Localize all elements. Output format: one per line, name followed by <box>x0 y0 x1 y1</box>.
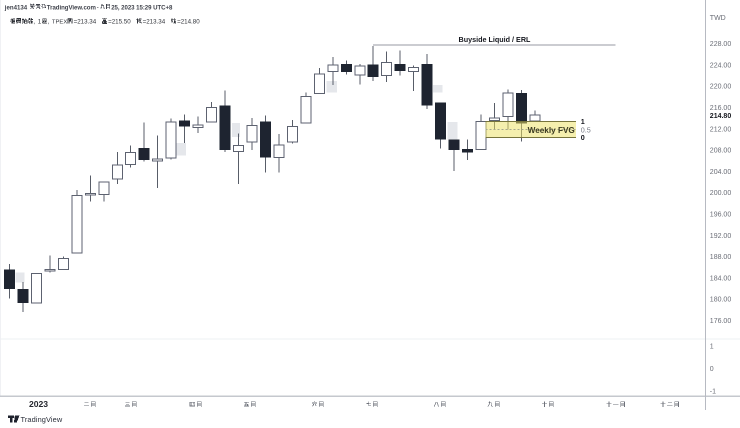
svg-text:220.00: 220.00 <box>710 84 732 91</box>
svg-text:0: 0 <box>710 366 714 373</box>
svg-text:192.00: 192.00 <box>710 233 732 240</box>
svg-text:1: 1 <box>710 344 714 351</box>
svg-text:25, 2023 15:29 UTC+8: 25, 2023 15:29 UTC+8 <box>111 5 173 12</box>
svg-text:=215.50: =215.50 <box>108 19 131 26</box>
svg-text:TPEX: TPEX <box>52 20 67 26</box>
svg-text:216.00: 216.00 <box>710 105 732 112</box>
svg-text:1: 1 <box>581 117 585 126</box>
svg-text:=213.34: =213.34 <box>74 19 97 26</box>
svg-text:0.5: 0.5 <box>581 125 591 134</box>
svg-text:224.00: 224.00 <box>710 62 732 69</box>
svg-text:200.00: 200.00 <box>710 190 732 197</box>
svg-text:176.00: 176.00 <box>710 318 732 325</box>
svg-text:Weekly FVG: Weekly FVG <box>528 126 575 135</box>
svg-text:228.00: 228.00 <box>710 41 732 48</box>
svg-text:180.00: 180.00 <box>710 297 732 304</box>
svg-text:TradingView.com: TradingView.com <box>47 5 97 12</box>
svg-text:208.00: 208.00 <box>710 148 732 155</box>
svg-text:,: , <box>48 19 50 26</box>
svg-text:214.80: 214.80 <box>710 113 732 120</box>
svg-text:jen4134: jen4134 <box>4 5 28 12</box>
svg-text:·: · <box>97 4 99 11</box>
svg-text:=214.80: =214.80 <box>177 19 200 26</box>
svg-text:212.00: 212.00 <box>710 126 732 133</box>
svg-text:TWD: TWD <box>710 15 726 22</box>
svg-text:184.00: 184.00 <box>710 275 732 282</box>
svg-text:=213.34: =213.34 <box>143 19 166 26</box>
svg-text:2023: 2023 <box>29 399 48 409</box>
svg-text:0: 0 <box>581 133 585 142</box>
svg-text:188.00: 188.00 <box>710 254 732 261</box>
svg-text:204.00: 204.00 <box>710 169 732 176</box>
svg-text:,: , <box>33 19 35 26</box>
svg-text:1: 1 <box>38 19 42 26</box>
svg-text:TradingView: TradingView <box>21 415 63 424</box>
svg-text:-1: -1 <box>710 389 716 396</box>
svg-text:196.00: 196.00 <box>710 212 732 219</box>
svg-text:Buyside Liquid / ERL: Buyside Liquid / ERL <box>459 35 531 44</box>
